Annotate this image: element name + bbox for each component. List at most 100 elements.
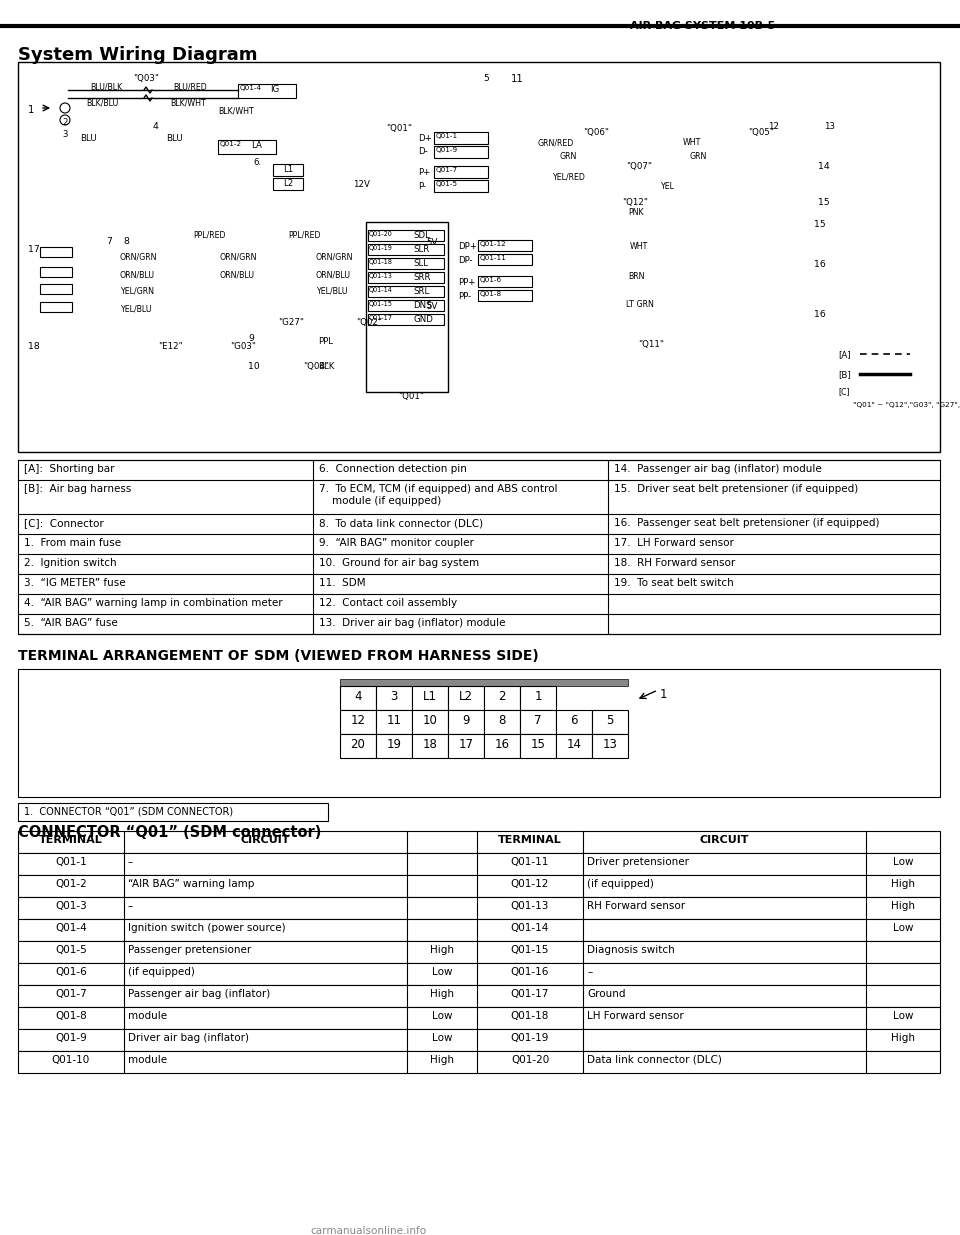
Text: Ground: Ground: [587, 989, 626, 999]
Bar: [40, 303, 72, 312]
Text: 11: 11: [511, 74, 524, 84]
Text: BLU/RED: BLU/RED: [173, 82, 206, 91]
Text: P+: P+: [418, 168, 430, 177]
Text: ORN/GRN: ORN/GRN: [220, 252, 257, 261]
Text: 12: 12: [350, 714, 366, 727]
Text: 18.  RH Forward sensor: 18. RH Forward sensor: [614, 558, 735, 568]
Text: SRR: SRR: [413, 273, 430, 282]
Text: Q01-2: Q01-2: [220, 141, 242, 147]
Bar: [434, 146, 488, 158]
Bar: [368, 314, 444, 325]
Bar: [376, 734, 412, 758]
Text: Q01-7: Q01-7: [436, 167, 458, 173]
Text: Q01-13: Q01-13: [369, 273, 393, 279]
Bar: [18, 803, 328, 821]
Text: PPL/RED: PPL/RED: [288, 230, 321, 240]
Text: 15: 15: [531, 739, 545, 751]
Text: L2: L2: [459, 690, 473, 703]
Text: Q01-4: Q01-4: [55, 923, 86, 932]
Text: 18: 18: [28, 342, 39, 351]
Text: P-: P-: [418, 182, 426, 191]
Text: Passenger air bag (inflator): Passenger air bag (inflator): [128, 989, 271, 999]
Bar: [484, 685, 520, 710]
Bar: [520, 685, 556, 710]
Text: ORN/BLU: ORN/BLU: [220, 270, 255, 279]
Text: 5.  “AIR BAG” fuse: 5. “AIR BAG” fuse: [24, 618, 118, 629]
Text: ORN/GRN: ORN/GRN: [120, 252, 157, 261]
Text: Q01-17: Q01-17: [369, 315, 393, 321]
Text: 11: 11: [387, 714, 401, 727]
Text: [B]:  Air bag harness: [B]: Air bag harness: [24, 484, 132, 494]
Text: PP+: PP+: [458, 278, 475, 287]
Text: [C]:  Connector: [C]: Connector: [24, 517, 104, 529]
Text: –: –: [128, 902, 133, 911]
Text: PNK: PNK: [628, 207, 643, 217]
Text: Q01-13: Q01-13: [511, 902, 549, 911]
Bar: [434, 132, 488, 144]
Text: 1: 1: [660, 688, 667, 701]
Text: 19: 19: [387, 739, 401, 751]
Text: 14: 14: [566, 739, 582, 751]
Text: 19.  To seat belt switch: 19. To seat belt switch: [614, 578, 733, 588]
Text: Q01-7: Q01-7: [55, 989, 86, 999]
Text: Q01-6: Q01-6: [55, 967, 86, 977]
Bar: [18, 1051, 940, 1073]
Bar: [40, 247, 72, 257]
Text: 17: 17: [28, 245, 39, 254]
Text: WHT: WHT: [630, 242, 648, 251]
Bar: [18, 941, 940, 963]
Text: 16: 16: [494, 739, 510, 751]
Text: “AIR BAG” warning lamp: “AIR BAG” warning lamp: [128, 879, 254, 889]
Text: "Q11": "Q11": [638, 340, 664, 350]
Bar: [18, 897, 940, 919]
Text: Q01-10: Q01-10: [52, 1055, 90, 1065]
Text: High: High: [891, 879, 915, 889]
Text: "Q01": "Q01": [398, 391, 424, 401]
Bar: [340, 685, 376, 710]
Text: Q01-18: Q01-18: [369, 259, 393, 266]
Text: module: module: [128, 1055, 167, 1065]
Text: L2: L2: [283, 179, 293, 188]
Text: 1.  CONNECTOR “Q01” (SDM CONNECTOR): 1. CONNECTOR “Q01” (SDM CONNECTOR): [24, 806, 233, 816]
Bar: [368, 258, 444, 269]
Text: 6.  Connection detection pin: 6. Connection detection pin: [319, 464, 467, 474]
Text: TERMINAL ARRANGEMENT OF SDM (VIEWED FROM HARNESS SIDE): TERMINAL ARRANGEMENT OF SDM (VIEWED FROM…: [18, 650, 539, 663]
Text: ORN/GRN: ORN/GRN: [316, 252, 353, 261]
Bar: [520, 734, 556, 758]
Text: GRN: GRN: [560, 152, 577, 161]
Text: "Q03": "Q03": [133, 74, 159, 83]
Text: LT GRN: LT GRN: [626, 300, 654, 309]
Circle shape: [60, 115, 70, 125]
Bar: [40, 284, 72, 294]
Text: L1: L1: [283, 165, 293, 174]
Text: Q01-18: Q01-18: [511, 1011, 549, 1021]
Text: 15: 15: [818, 198, 829, 207]
Text: High: High: [430, 1055, 454, 1065]
Bar: [340, 734, 376, 758]
Text: Q01-12: Q01-12: [480, 241, 507, 247]
Text: Q01-3: Q01-3: [55, 902, 86, 911]
Text: Low: Low: [893, 923, 913, 932]
Bar: [18, 919, 940, 941]
Text: 13.  Driver air bag (inflator) module: 13. Driver air bag (inflator) module: [319, 618, 506, 629]
Text: –: –: [587, 967, 592, 977]
Text: SRL: SRL: [413, 287, 429, 296]
Text: 16: 16: [814, 310, 826, 319]
Text: 13: 13: [603, 739, 617, 751]
Text: 6: 6: [570, 714, 578, 727]
Text: 12.  Contact coil assembly: 12. Contact coil assembly: [319, 598, 457, 608]
Text: YEL/RED: YEL/RED: [552, 172, 585, 182]
Text: Q01-15: Q01-15: [369, 301, 393, 308]
Text: PP-: PP-: [458, 291, 471, 301]
Bar: [368, 245, 444, 254]
Bar: [218, 140, 276, 154]
Text: YEL/BLU: YEL/BLU: [120, 305, 152, 314]
Text: 14.  Passenger air bag (inflator) module: 14. Passenger air bag (inflator) module: [614, 464, 822, 474]
Bar: [592, 710, 628, 734]
Text: Low: Low: [432, 967, 452, 977]
Text: Q01-8: Q01-8: [480, 291, 502, 296]
Text: Q01-6: Q01-6: [480, 277, 502, 283]
Bar: [478, 254, 532, 266]
Bar: [366, 222, 448, 391]
Text: "Q01" ~ "Q12","G03", "G27","E12": "Q01" ~ "Q12","G03", "G27","E12": [853, 403, 960, 408]
